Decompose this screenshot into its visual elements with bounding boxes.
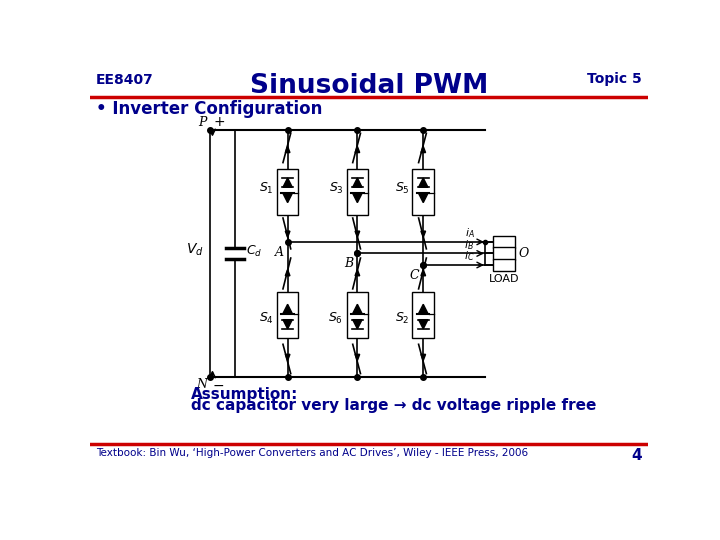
Text: Sinusoidal PWM: Sinusoidal PWM xyxy=(250,73,488,99)
FancyBboxPatch shape xyxy=(493,236,515,248)
Text: A: A xyxy=(275,246,284,259)
Polygon shape xyxy=(285,269,290,276)
Text: P: P xyxy=(199,116,207,129)
Polygon shape xyxy=(421,146,426,153)
Polygon shape xyxy=(355,269,360,276)
Text: B: B xyxy=(344,257,354,271)
Polygon shape xyxy=(355,354,360,361)
FancyBboxPatch shape xyxy=(413,292,434,338)
Text: 4: 4 xyxy=(631,448,642,463)
Text: $i_A$: $i_A$ xyxy=(464,227,474,240)
Text: Textbook: Bin Wu, ‘High-Power Converters and AC Drives’, Wiley - IEEE Press, 200: Textbook: Bin Wu, ‘High-Power Converters… xyxy=(96,448,528,458)
Text: $S_{5}$: $S_{5}$ xyxy=(395,181,409,197)
Text: EE8407: EE8407 xyxy=(96,72,154,86)
FancyBboxPatch shape xyxy=(346,168,368,215)
Text: LOAD: LOAD xyxy=(489,274,519,284)
FancyBboxPatch shape xyxy=(346,292,368,338)
Polygon shape xyxy=(355,146,360,153)
Text: N: N xyxy=(196,378,207,391)
Text: $i_B$: $i_B$ xyxy=(464,238,474,252)
Text: −: − xyxy=(212,379,224,393)
Polygon shape xyxy=(283,178,292,187)
Text: • Inverter Configuration: • Inverter Configuration xyxy=(96,100,323,118)
Text: $S_{3}$: $S_{3}$ xyxy=(328,181,343,197)
Text: $C_d$: $C_d$ xyxy=(246,244,262,259)
Text: $V_d$: $V_d$ xyxy=(186,241,204,258)
Polygon shape xyxy=(353,178,362,187)
FancyBboxPatch shape xyxy=(493,247,515,260)
FancyBboxPatch shape xyxy=(276,168,299,215)
FancyBboxPatch shape xyxy=(413,168,434,215)
Polygon shape xyxy=(418,304,428,314)
Polygon shape xyxy=(283,304,292,314)
FancyBboxPatch shape xyxy=(493,259,515,271)
Polygon shape xyxy=(285,146,290,153)
Text: $i_C$: $i_C$ xyxy=(464,249,474,264)
Text: C: C xyxy=(410,269,419,282)
Polygon shape xyxy=(285,231,290,237)
Text: $S_{1}$: $S_{1}$ xyxy=(259,181,274,197)
Text: Topic 5: Topic 5 xyxy=(587,72,642,86)
Text: $S_{4}$: $S_{4}$ xyxy=(258,310,274,326)
Text: $S_{2}$: $S_{2}$ xyxy=(395,310,409,326)
Polygon shape xyxy=(353,320,362,329)
Polygon shape xyxy=(418,178,428,187)
Text: $S_{6}$: $S_{6}$ xyxy=(328,310,343,326)
Polygon shape xyxy=(355,231,360,237)
Text: Assumption:: Assumption: xyxy=(191,387,298,402)
Polygon shape xyxy=(421,231,426,237)
Polygon shape xyxy=(421,269,426,276)
Polygon shape xyxy=(285,354,290,361)
Text: dc capacitor very large → dc voltage ripple free: dc capacitor very large → dc voltage rip… xyxy=(191,398,596,413)
Polygon shape xyxy=(421,354,426,361)
Polygon shape xyxy=(283,193,292,202)
Polygon shape xyxy=(353,193,362,202)
Text: +: + xyxy=(213,114,225,129)
Polygon shape xyxy=(418,193,428,202)
FancyBboxPatch shape xyxy=(276,292,299,338)
Polygon shape xyxy=(418,320,428,329)
Polygon shape xyxy=(353,304,362,314)
Text: O: O xyxy=(518,247,528,260)
Polygon shape xyxy=(283,320,292,329)
